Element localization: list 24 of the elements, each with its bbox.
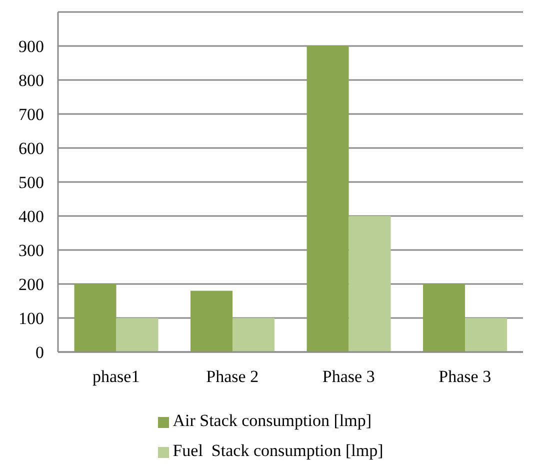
bar (423, 284, 466, 352)
x-tick-label: Phase 3 (438, 367, 492, 386)
bar (465, 318, 508, 352)
y-tick-label: 0 (36, 343, 44, 362)
bar (116, 318, 158, 352)
y-tick-label: 900 (18, 37, 44, 56)
y-tick-label: 500 (18, 173, 44, 192)
x-tick-label: Phase 2 (206, 367, 259, 386)
x-tick-label: phase1 (92, 367, 140, 386)
legend-label: Fuel Stack consumption [lmp] (172, 441, 384, 460)
y-tick-label: 300 (18, 241, 44, 260)
bar (306, 46, 349, 352)
legend-label: Air Stack consumption [lmp] (172, 411, 372, 430)
bar (348, 216, 391, 352)
x-tick-label: Phase 3 (322, 367, 375, 386)
bar (74, 284, 116, 352)
y-tick-label: 400 (18, 207, 44, 226)
y-tick-label: 100 (18, 309, 44, 328)
y-tick-label: 800 (18, 71, 44, 90)
bar (232, 318, 275, 352)
y-tick-label: 700 (18, 105, 44, 124)
y-tick-label: 200 (18, 275, 44, 294)
y-tick-label: 600 (18, 139, 44, 158)
bar (190, 290, 233, 352)
